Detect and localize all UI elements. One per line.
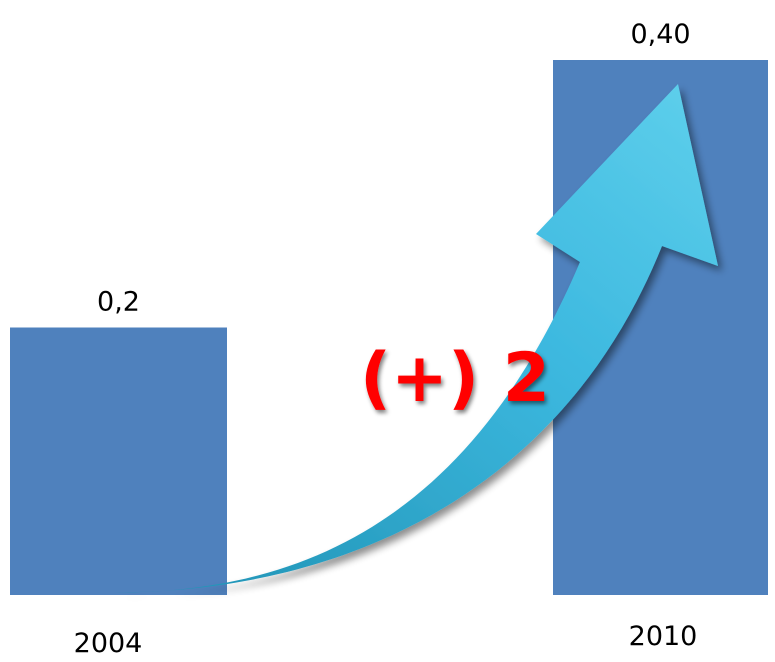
labels: 0,2 2004 0,40 2010 bbox=[74, 19, 698, 659]
value-label-2010: 0,40 bbox=[630, 19, 690, 50]
bar-2004 bbox=[10, 327, 227, 595]
category-label-2010: 2010 bbox=[629, 621, 698, 652]
value-label-2004: 0,2 bbox=[97, 287, 140, 318]
growth-arrow-icon bbox=[88, 84, 718, 593]
category-label-2004: 2004 bbox=[74, 628, 143, 659]
change-annotation: (+) 2 bbox=[360, 339, 550, 418]
